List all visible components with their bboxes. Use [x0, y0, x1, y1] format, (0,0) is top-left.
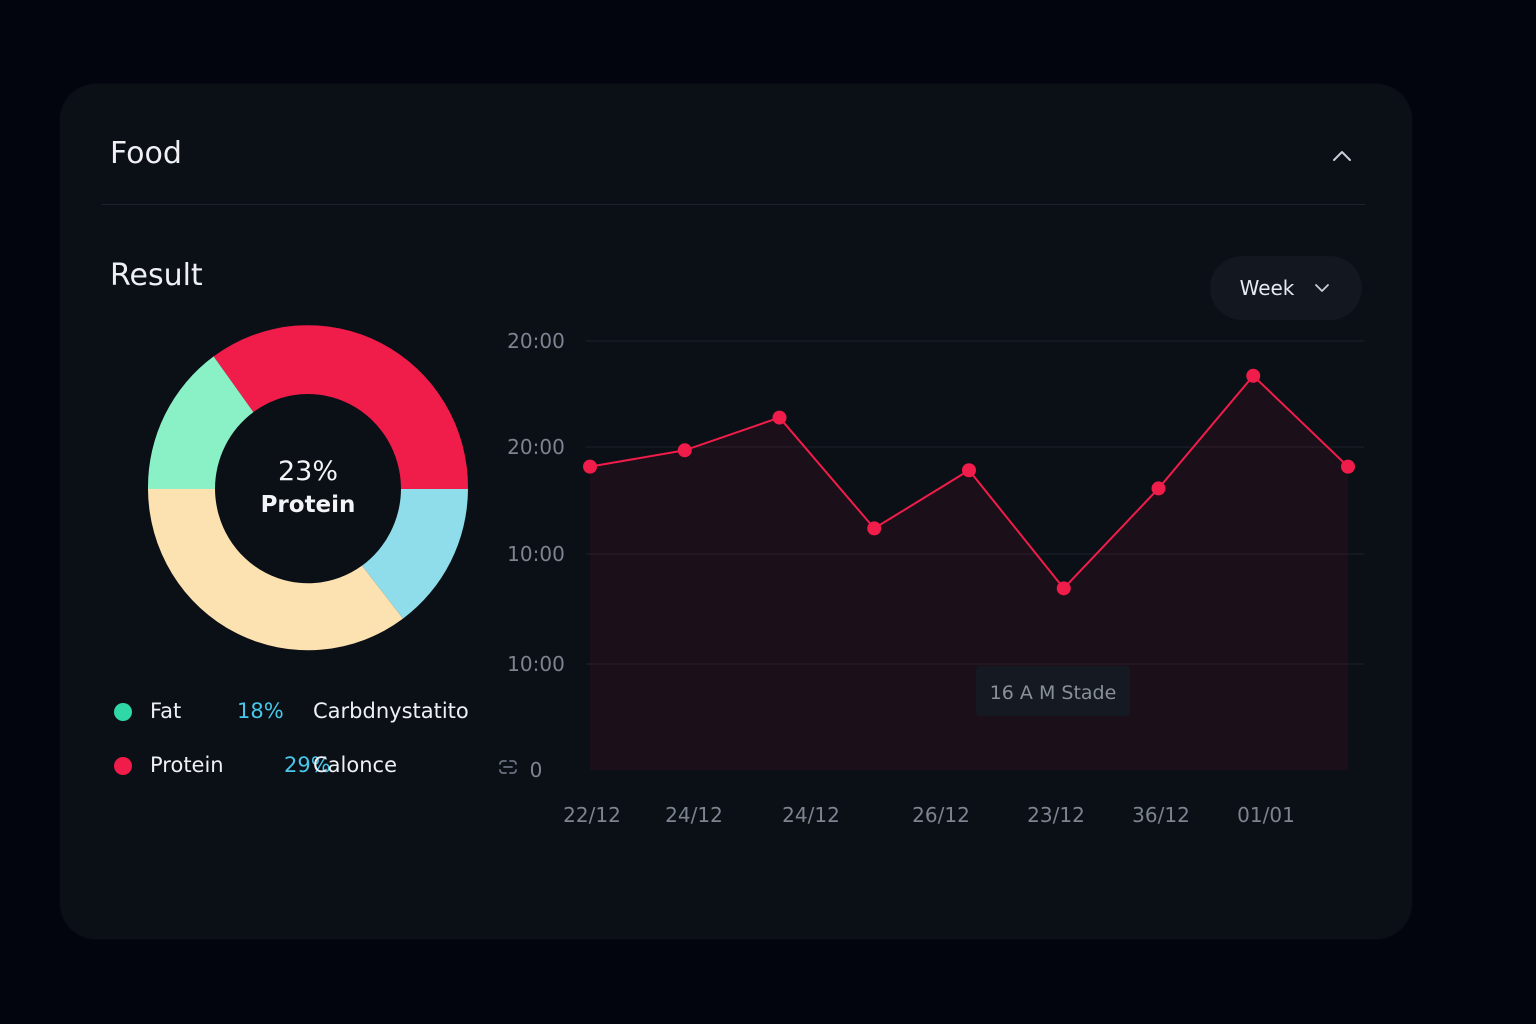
- x-tick-label: 22/12: [563, 803, 621, 827]
- data-point: [867, 521, 882, 536]
- y-tick-label: 20:00: [507, 435, 565, 459]
- legend-dot-protein: [114, 757, 132, 775]
- period-value: Week: [1239, 276, 1295, 300]
- header-divider: [102, 204, 1365, 205]
- y-tick-label: 10:00: [507, 652, 565, 676]
- y-tick-label: 10:00: [507, 542, 565, 566]
- x-tick-label: 01/01: [1237, 803, 1295, 827]
- donut-center-label: Protein: [260, 492, 356, 518]
- data-point: [1151, 481, 1166, 496]
- chevron-down-icon: [1315, 284, 1330, 292]
- data-point: [772, 410, 787, 425]
- data-point: [583, 459, 597, 474]
- period-dropdown[interactable]: Week: [1210, 256, 1362, 320]
- data-point: [1056, 581, 1071, 596]
- legend-dot-fat: [114, 703, 132, 721]
- x-tick-label: 23/12: [1027, 803, 1085, 827]
- food-card: Food Result Week 23% Protein Fat 18% Car…: [60, 84, 1412, 939]
- donut-segment-protein: [213, 325, 469, 489]
- legend-pct: 29%: [284, 753, 331, 777]
- data-point: [677, 443, 692, 458]
- legend-name: Protein: [150, 753, 224, 777]
- legend-extra: Carbdnystatito: [313, 699, 469, 723]
- page-title: Food: [110, 136, 182, 171]
- legend-extra: Calonce: [313, 753, 397, 777]
- x-tick-label: 24/12: [665, 803, 723, 827]
- x-tick-label: 24/12: [782, 803, 840, 827]
- data-point: [962, 463, 976, 478]
- link-icon[interactable]: [496, 755, 520, 779]
- series-area: [590, 375, 1348, 770]
- section-title: Result: [110, 258, 203, 293]
- x-tick-label: 36/12: [1132, 803, 1190, 827]
- chevron-up-icon[interactable]: [1328, 142, 1356, 170]
- data-point: [1246, 368, 1261, 383]
- donut-segment-fat: [148, 489, 403, 651]
- chart-tooltip-text: 16 A M Stade: [990, 682, 1117, 704]
- data-point: [1341, 459, 1355, 474]
- y-tick-label: 20:00: [507, 329, 565, 353]
- donut-segment-other: [362, 489, 468, 619]
- y-tick-label: 0: [530, 758, 543, 782]
- x-tick-label: 26/12: [912, 803, 970, 827]
- macro-donut-chart: [147, 325, 469, 651]
- chart-tooltip-box: [976, 666, 1130, 716]
- legend-pct: 18%: [237, 699, 284, 723]
- donut-center-value: 23%: [277, 456, 338, 487]
- line-chart: 20:00 20:00 10:00 10:00 0 22/12 24/12 24/12 26/1…: [507, 329, 1364, 827]
- donut-segment-carbs: [147, 356, 254, 489]
- legend-name: Fat: [150, 699, 182, 723]
